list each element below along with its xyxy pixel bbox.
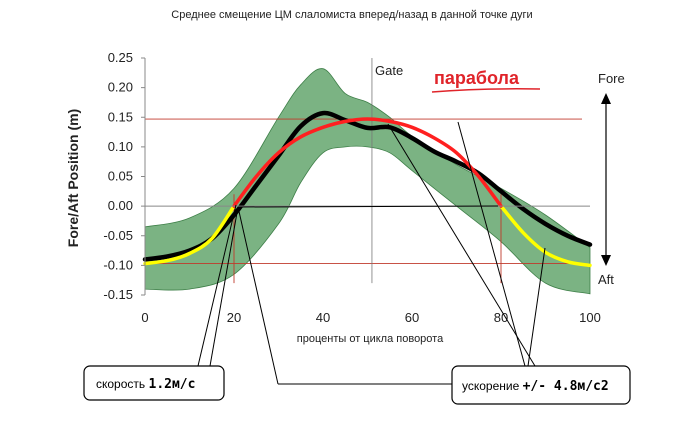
y-tick-label: 0.00 [108,198,133,213]
y-tick-label: 0.20 [108,80,133,95]
x-tick-label: 0 [141,310,148,325]
parabola-label: парабола [434,68,520,88]
speed-box-value: 1.2м/с [149,377,196,392]
x-tick-label: 80 [494,310,508,325]
svg-text:скорость 1.2м/с: скорость 1.2м/с [96,377,195,392]
y-tick-label: 0.25 [108,50,133,65]
fore-aft-arrow [601,93,611,266]
svg-text:ускорение +/- 4.8м/с2: ускорение +/- 4.8м/с2 [462,379,609,394]
series-parabola-line [232,117,503,208]
accel-box: ускорение +/- 4.8м/с2 [451,365,631,405]
x-tick-label: 60 [405,310,419,325]
y-tick-label: 0.05 [108,169,133,184]
spread-band [144,68,591,295]
y-tick-label: -0.10 [103,257,133,272]
gate-label: Gate [375,63,403,78]
y-axis-title: Fore/Aft Position (m) [65,109,81,247]
accel-box-prefix: ускорение [462,379,523,393]
x-tick-label: 100 [579,310,601,325]
y-tick-label: -0.15 [103,287,133,302]
series-yellow-left [143,204,236,266]
aft-label: Aft [598,272,614,287]
accel-box-value: +/- 4.8м/с2 [523,379,609,394]
speed-box: скорость 1.2м/с [83,365,225,401]
leader-lines [197,121,546,385]
fore-label: Fore [598,71,625,86]
series-yellow-right [499,204,592,268]
x-tick-label: 40 [316,310,330,325]
x-tick-label: 20 [227,310,241,325]
y-tick-label: -0.05 [103,228,133,243]
y-tick-label: 0.15 [108,109,133,124]
x-axis-title: проценты от цикла поворота [297,333,444,345]
speed-box-prefix: скорость [96,377,149,391]
chart-title: Среднее смещение ЦМ слаломиста вперед/на… [171,9,532,21]
y-tick-label: 0.10 [108,139,133,154]
parabola-underline [431,88,541,93]
